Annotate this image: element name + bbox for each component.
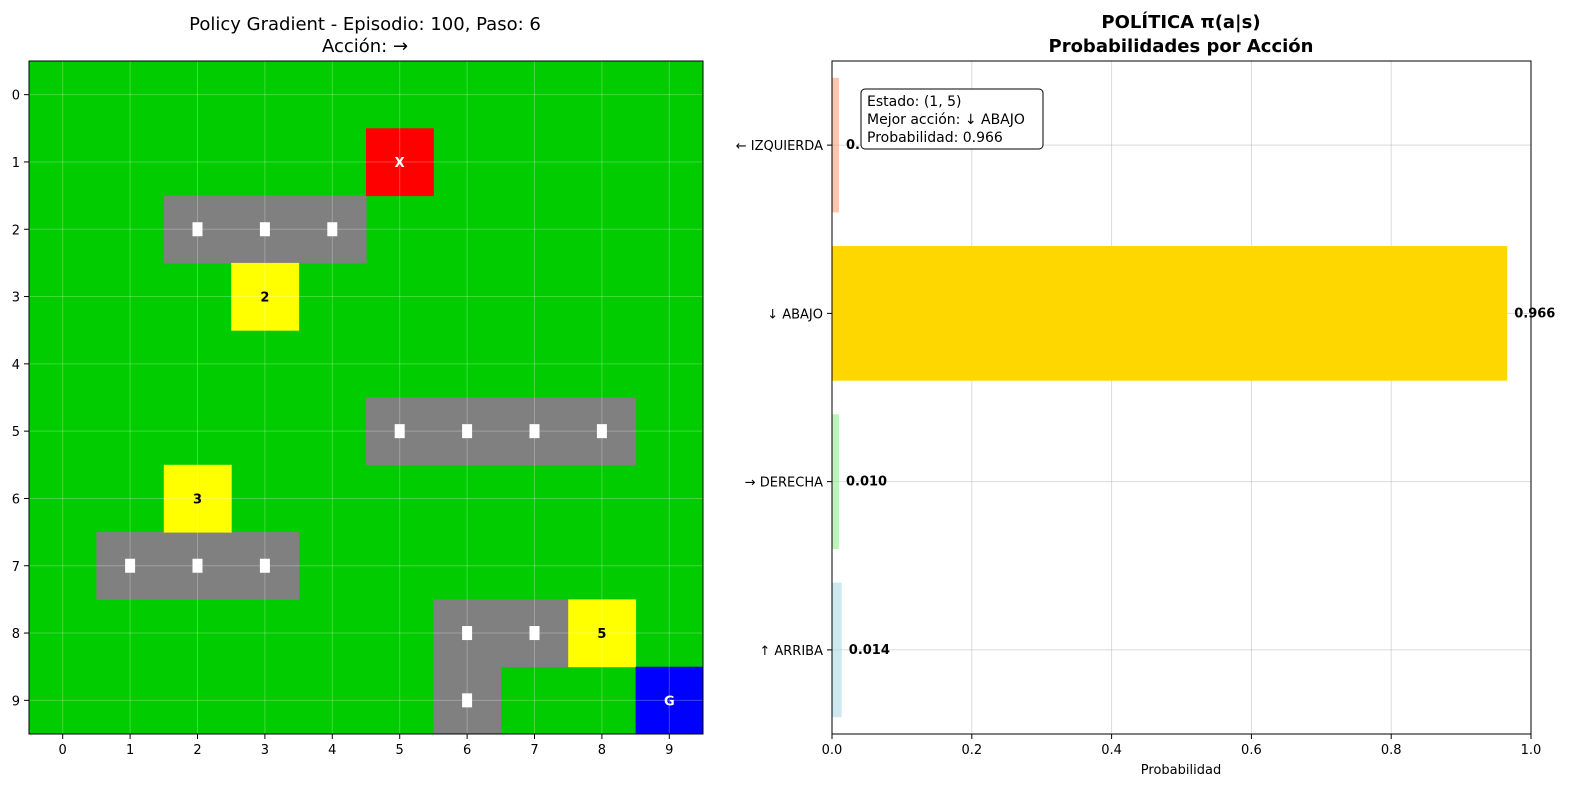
y-tick-label: 0 <box>12 89 20 104</box>
reward-label: 5 <box>597 627 606 642</box>
grid-subtitle: Acción: → <box>322 36 408 57</box>
x-tick-label: 6 <box>463 743 471 758</box>
bar <box>832 246 1508 381</box>
wall-marker <box>327 222 338 237</box>
x-tick-label: 0.0 <box>822 743 843 758</box>
y-tick-label: 2 <box>12 223 20 238</box>
bar-value-label: 0.966 <box>1514 306 1555 321</box>
wall-marker <box>596 424 607 439</box>
bar-value-label: 0.010 <box>846 475 887 490</box>
policy-x-ticks: 0.0 0.2 0.4 0.6 0.8 1.0 <box>822 734 1542 758</box>
agent-label: X <box>395 156 405 171</box>
bar-value-label: 0.014 <box>849 643 890 658</box>
reward-cell <box>568 599 637 668</box>
wall-marker <box>462 626 473 641</box>
y-tick-label: 4 <box>12 358 20 373</box>
grid-cells <box>29 61 704 735</box>
y-tick-label: 9 <box>12 694 20 709</box>
x-tick-label: 0.6 <box>1241 743 1262 758</box>
y-tick-label: 6 <box>12 492 20 507</box>
annotation-best-action: Mejor acción: ↓ ABAJO <box>867 112 1025 128</box>
y-tick-label: ↓ ABAJO <box>767 307 823 322</box>
reward-cell <box>231 262 300 331</box>
x-tick-label: 2 <box>193 743 201 758</box>
x-tick-label: 4 <box>328 743 336 758</box>
x-tick-label: 0.8 <box>1381 743 1402 758</box>
x-tick-label: 8 <box>598 743 606 758</box>
wall-marker <box>125 558 136 573</box>
agent-cell <box>366 128 434 197</box>
grid-title: Policy Gradient - Episodio: 100, Paso: 6 <box>189 14 541 35</box>
grid-x-ticks: 0 1 2 3 4 5 6 7 8 9 <box>59 734 673 758</box>
wall-marker <box>192 558 203 573</box>
bar <box>832 414 839 549</box>
wall-marker <box>529 424 540 439</box>
x-tick-label: 0.2 <box>961 743 982 758</box>
wall-marker <box>462 424 473 439</box>
reward-label: 3 <box>193 492 202 507</box>
y-tick-label: 3 <box>12 291 20 306</box>
wall-marker <box>259 222 270 237</box>
wall-marker <box>192 222 203 237</box>
goal-cell <box>635 666 704 735</box>
x-tick-label: 9 <box>665 743 673 758</box>
policy-x-axis-label: Probabilidad <box>1141 763 1221 778</box>
policy-bars <box>832 77 1508 718</box>
y-tick-label: ↑ ARRIBA <box>759 644 823 659</box>
wall-marker <box>462 693 473 708</box>
annotation-box <box>860 88 1044 150</box>
policy-gridlines <box>831 61 1532 734</box>
grid-cell-labels: 2 3 5 X G <box>125 156 675 709</box>
x-tick-label: 1 <box>126 743 134 758</box>
y-tick-label: → DERECHA <box>745 476 823 491</box>
y-tick-label: 5 <box>12 425 20 440</box>
x-tick-label: 3 <box>261 743 269 758</box>
x-tick-label: 1.0 <box>1521 743 1542 758</box>
x-tick-label: 0 <box>59 743 67 758</box>
policy-panel: POLÍTICA π(a|s) Probabilidades por Acció… <box>736 11 1556 778</box>
y-tick-label: 1 <box>12 156 20 171</box>
grid-frame <box>28 60 704 735</box>
wall-marker <box>529 626 540 641</box>
annotation-probability: Probabilidad: 0.966 <box>867 130 1003 146</box>
wall-marker <box>259 558 270 573</box>
bar <box>832 582 842 718</box>
grid-lines <box>29 61 703 734</box>
policy-title: POLÍTICA π(a|s) <box>1101 11 1260 33</box>
policy-subtitle: Probabilidades por Acción <box>1049 36 1314 57</box>
x-tick-label: 5 <box>396 743 404 758</box>
x-tick-label: 0.4 <box>1101 743 1122 758</box>
policy-frame <box>831 60 1532 735</box>
y-tick-label: 8 <box>12 627 20 642</box>
grid-panel: Policy Gradient - Episodio: 100, Paso: 6… <box>12 14 704 758</box>
state-annotation-box: Estado: (1, 5) Mejor acción: ↓ ABAJO Pro… <box>860 88 1044 150</box>
wall-marker <box>394 424 405 439</box>
grid-y-ticks: 0 1 2 3 4 5 6 7 8 9 <box>12 89 29 709</box>
policy-y-ticks: ↑ ARRIBA → DERECHA ↓ ABAJO ← IZQUIERDA <box>736 139 832 659</box>
reward-label: 2 <box>260 291 269 306</box>
annotation-state: Estado: (1, 5) <box>867 94 961 110</box>
bar <box>832 77 839 213</box>
y-tick-label: 7 <box>12 560 20 575</box>
reward-cell <box>163 464 232 533</box>
goal-label: G <box>664 694 675 709</box>
x-tick-label: 7 <box>530 743 538 758</box>
y-tick-label: ← IZQUIERDA <box>736 139 823 154</box>
